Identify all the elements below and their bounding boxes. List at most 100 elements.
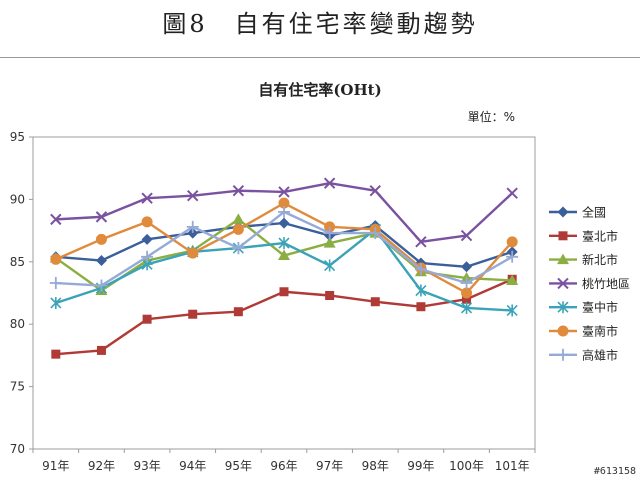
legend-item: 全國 [549, 205, 606, 220]
legend-label: 臺南市 [582, 324, 618, 339]
data-point [324, 259, 336, 272]
x-tick-label: 94年 [179, 459, 206, 473]
data-point [323, 177, 336, 189]
x-tick-label: 95年 [225, 459, 252, 473]
legend-marker [557, 325, 569, 337]
series-7 [49, 205, 519, 292]
series-6 [50, 197, 518, 299]
series-2 [51, 274, 517, 359]
data-point [323, 237, 336, 248]
legend-label: 新北市 [582, 252, 618, 267]
y-tick-label: 80 [10, 317, 25, 331]
data-point [325, 290, 335, 300]
data-point [232, 184, 245, 197]
data-point [278, 237, 290, 250]
legend-marker [557, 277, 569, 290]
data-point [141, 192, 153, 204]
legend-item: 臺南市 [549, 324, 618, 339]
y-tick-label: 75 [10, 380, 25, 394]
legend-label: 臺中市 [582, 300, 618, 315]
data-point [187, 189, 199, 202]
data-point [462, 294, 472, 304]
legend-marker [558, 231, 568, 241]
data-point [460, 301, 473, 314]
data-point [416, 302, 426, 312]
data-point [50, 213, 62, 226]
x-tick-label: 92年 [88, 459, 115, 473]
x-tick-label: 91年 [42, 459, 69, 473]
axes: 70 75 80 85 90 95 91年 92年 93年 94年 95年 96年 97年 98年 99年 1… [10, 130, 536, 473]
data-point [142, 314, 152, 324]
data-point [187, 227, 199, 239]
y-tick-label: 70 [10, 442, 25, 456]
data-point [95, 255, 107, 267]
unit-label: 單位：% [468, 109, 515, 124]
legend-item: 臺北市 [549, 228, 618, 243]
data-point [461, 261, 473, 273]
legend-marker [557, 348, 569, 361]
title-divider [0, 57, 640, 58]
data-point [95, 211, 108, 223]
data-point [141, 250, 154, 263]
data-point [50, 296, 62, 309]
data-point [506, 187, 518, 199]
plot-frame [32, 136, 536, 450]
data-point [279, 287, 289, 297]
data-point [278, 205, 290, 218]
data-point [95, 233, 107, 245]
x-tick-label: 99年 [407, 459, 434, 473]
series-layer [49, 177, 519, 359]
data-point [369, 184, 381, 197]
legend-item: 新北市 [549, 252, 618, 267]
series-4 [50, 177, 518, 248]
data-point [278, 249, 290, 261]
data-point [186, 220, 199, 233]
x-tick-label: 101年 [495, 459, 530, 473]
legend-item: 桃竹地區 [549, 276, 630, 291]
data-point [232, 242, 245, 255]
legend-label: 全國 [582, 205, 606, 220]
legend-label: 桃竹地區 [582, 276, 630, 291]
legend-marker [557, 301, 569, 314]
data-point [278, 197, 290, 209]
legend-marker [557, 253, 569, 265]
data-point [278, 186, 290, 198]
data-point [232, 213, 245, 224]
data-point [50, 253, 62, 265]
data-point [506, 236, 518, 248]
data-point [460, 277, 473, 290]
data-point [460, 229, 473, 242]
data-point [370, 297, 380, 307]
x-tick-label: 98年 [362, 459, 389, 473]
data-point [414, 263, 427, 276]
x-tick-label: 100年 [449, 459, 484, 473]
data-point [506, 304, 518, 317]
data-point [415, 236, 427, 248]
x-tick-label: 97年 [316, 459, 343, 473]
legend-marker [557, 206, 569, 218]
data-point [141, 233, 153, 245]
data-point [369, 227, 382, 240]
data-point [506, 274, 519, 286]
data-point [232, 223, 244, 235]
data-point [49, 277, 62, 290]
data-point [141, 216, 153, 228]
x-tick-label: 93年 [133, 459, 160, 473]
y-tick-label: 95 [10, 130, 25, 144]
chart-title: 自有住宅率(OHt) [258, 81, 381, 99]
figure-title: 圖8 自有住宅率變動趨勢 [162, 10, 478, 38]
y-tick-label: 90 [10, 192, 25, 206]
data-point [278, 217, 290, 229]
y-tick-label: 85 [10, 255, 25, 269]
data-point [415, 284, 427, 297]
legend-item: 臺中市 [549, 300, 618, 315]
data-point [51, 349, 61, 359]
data-point [187, 247, 199, 259]
data-point [324, 221, 336, 233]
data-point [323, 227, 336, 240]
data-point [95, 279, 108, 292]
legend-item: 高雄市 [549, 347, 618, 362]
data-point [461, 287, 473, 299]
